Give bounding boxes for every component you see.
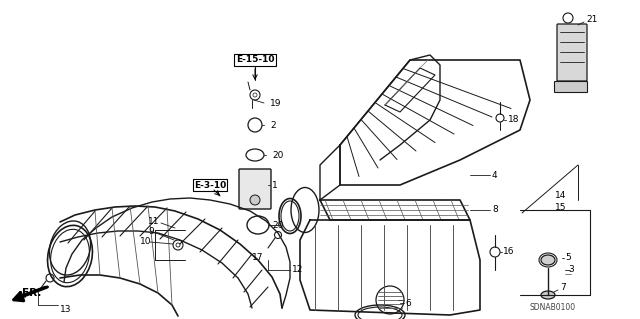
Text: 19: 19: [270, 99, 282, 108]
FancyBboxPatch shape: [554, 81, 588, 93]
Text: E-3-10: E-3-10: [194, 181, 226, 189]
Text: FR.: FR.: [22, 288, 42, 298]
Text: 11: 11: [148, 218, 159, 226]
Text: 9: 9: [148, 227, 154, 236]
Text: 2: 2: [270, 121, 276, 130]
Text: 16: 16: [503, 248, 515, 256]
Text: 7: 7: [560, 284, 566, 293]
Text: 17: 17: [18, 291, 29, 300]
Text: 10: 10: [140, 238, 152, 247]
Text: —: —: [398, 297, 405, 303]
Text: 17: 17: [252, 254, 264, 263]
Text: 20: 20: [272, 220, 284, 229]
Text: E-15-10: E-15-10: [236, 56, 275, 64]
Text: 18: 18: [508, 115, 520, 124]
Text: 13: 13: [60, 306, 72, 315]
Ellipse shape: [541, 291, 555, 299]
Text: 1: 1: [272, 181, 278, 189]
Text: 12: 12: [292, 265, 303, 275]
FancyBboxPatch shape: [557, 24, 587, 81]
Text: SDNAB0100: SDNAB0100: [530, 303, 576, 313]
Text: 14: 14: [555, 190, 566, 199]
Text: 21: 21: [586, 16, 597, 25]
Text: 20: 20: [272, 151, 284, 160]
Text: 15: 15: [555, 204, 566, 212]
Circle shape: [250, 195, 260, 205]
Text: 8: 8: [492, 205, 498, 214]
Text: —: —: [565, 271, 572, 277]
FancyBboxPatch shape: [239, 169, 271, 209]
Ellipse shape: [541, 255, 555, 265]
Text: 3: 3: [568, 265, 573, 275]
Text: 5: 5: [565, 254, 571, 263]
Text: 4: 4: [492, 170, 498, 180]
Text: 6: 6: [405, 299, 411, 308]
